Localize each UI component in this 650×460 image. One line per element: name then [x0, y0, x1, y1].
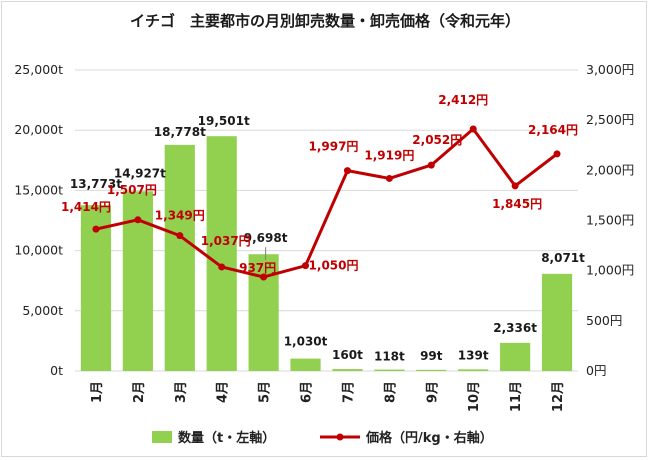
legend-line-label: 価格（円/kg・右軸） [365, 430, 493, 446]
bar-value-label: 99t [420, 349, 443, 363]
price-point [176, 232, 184, 240]
y-left-tick-label: 10,000t [14, 243, 63, 258]
price-value-label: 1,037円 [201, 234, 251, 248]
price-value-label: 1,050円 [309, 259, 359, 273]
bar-value-label: 2,336t [493, 321, 537, 335]
bar [206, 136, 237, 371]
bar [541, 273, 573, 371]
bar-value-label: 9,698t [244, 231, 288, 245]
price-value-label: 1,414円 [61, 200, 111, 214]
x-tick-label: 6月 [300, 381, 315, 403]
price-value-label: 1,349円 [155, 209, 205, 223]
y-left-tick-label: 5,000t [22, 303, 63, 318]
x-tick-label: 3月 [174, 381, 189, 403]
price-point [134, 216, 142, 224]
bar [290, 358, 321, 371]
bar [332, 369, 363, 371]
bar-value-label: 13,773t [70, 177, 122, 191]
price-point [343, 167, 351, 175]
price-value-label: 937円 [239, 261, 276, 275]
x-tick-label: 4月 [216, 381, 231, 403]
price-point [553, 150, 561, 158]
bar-value-label: 118t [374, 350, 405, 364]
bar [374, 369, 405, 371]
price-point [469, 125, 477, 133]
price-value-label: 2,164円 [528, 123, 578, 137]
bar-value-label: 1,030t [284, 335, 328, 349]
price-value-label: 2,052円 [412, 133, 462, 147]
legend-bar-swatch [152, 431, 172, 443]
bar-value-label: 139t [458, 348, 489, 362]
axis-labels: 0t 5,000t 10,000t 15,000t 20,000t 25,000t 0円 50… [14, 62, 634, 412]
price-point [511, 182, 519, 190]
price-point [427, 161, 435, 169]
bar [164, 144, 195, 371]
bar [500, 342, 531, 371]
price-point [385, 174, 393, 182]
y-left-tick-label: 0t [50, 363, 63, 378]
x-tick-label: 9月 [425, 381, 440, 403]
legend: 数量（t・左軸） 価格（円/kg・右軸） [152, 430, 493, 446]
y-right-tick-label: 500円 [586, 313, 622, 328]
bar [416, 369, 447, 371]
legend-bar-label: 数量（t・左軸） [178, 430, 275, 446]
x-tick-label: 8月 [383, 381, 398, 403]
x-tick-label: 7月 [341, 381, 356, 403]
y-right-tick-label: 1,000円 [586, 263, 634, 278]
y-right-tick-label: 0円 [586, 363, 606, 378]
legend-line-marker [336, 433, 344, 441]
bar-value-label: 160t [332, 348, 363, 362]
y-right-tick-label: 3,000円 [586, 62, 634, 77]
price-line [95, 127, 558, 279]
bar-value-label: 8,071t [541, 251, 585, 265]
y-right-tick-label: 1,500円 [586, 213, 634, 228]
price-point [218, 263, 226, 271]
price-point [92, 225, 100, 233]
x-tick-label: 10月 [467, 381, 482, 412]
price-point [302, 262, 310, 270]
bar-series [80, 136, 573, 371]
price-value-label: 1,845円 [492, 197, 542, 211]
x-tick-label: 12月 [551, 381, 566, 412]
price-value-label: 1,919円 [364, 148, 414, 162]
gridlines [75, 69, 578, 372]
y-right-tick-label: 2,000円 [586, 162, 634, 177]
price-value-label: 1,997円 [308, 140, 358, 154]
x-tick-label: 2月 [132, 381, 147, 403]
x-tick-label: 1月 [90, 381, 105, 403]
x-tick-label: 5月 [258, 381, 273, 403]
y-left-tick-label: 15,000t [14, 182, 63, 197]
y-left-tick-label: 25,000t [14, 62, 63, 77]
bar [80, 205, 112, 371]
bar-value-label: 14,927t [114, 166, 166, 180]
x-tick-label: 11月 [509, 381, 524, 412]
bar-value-label: 18,778t [154, 125, 206, 139]
y-right-tick-label: 2,500円 [586, 112, 634, 127]
chart-title: イチゴ 主要都市の月別卸売数量・卸売価格（令和元年） [129, 12, 520, 30]
y-left-tick-label: 20,000t [14, 122, 63, 137]
line-series [92, 125, 561, 281]
price-value-label: 2,412円 [438, 93, 488, 107]
price-value-label: 1,507円 [107, 183, 157, 197]
price-point [260, 273, 268, 281]
bar [458, 369, 489, 371]
bar-value-label: 19,501t [198, 114, 250, 128]
